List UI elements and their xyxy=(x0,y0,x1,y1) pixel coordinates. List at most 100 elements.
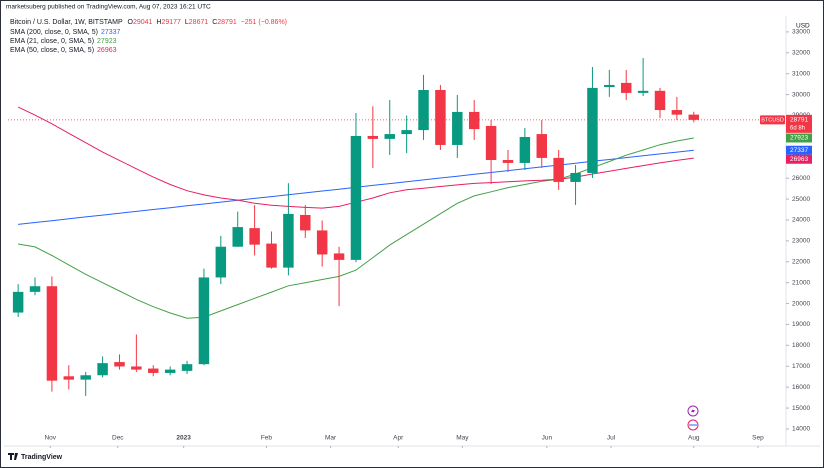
y-tick-label: 17000 xyxy=(792,363,810,370)
ohlc-label: O xyxy=(128,19,134,26)
y-tick-label: 26000 xyxy=(792,175,810,182)
indicator-tag-label: 26963 xyxy=(790,156,808,163)
candle-body xyxy=(283,213,294,268)
candle-body xyxy=(46,286,58,381)
indicator-tag-label: 27337 xyxy=(790,147,808,154)
indicator-tag-label: 27923 xyxy=(790,135,808,142)
x-tick-label: May xyxy=(456,435,469,442)
indicator-tag xyxy=(786,133,812,143)
candle-body xyxy=(316,230,328,255)
brand: TradingView xyxy=(8,453,63,461)
candle-body xyxy=(637,90,649,93)
indicator-line xyxy=(18,137,694,319)
y-tick-label: 21000 xyxy=(792,279,810,286)
candle-body xyxy=(198,277,210,365)
candle-body xyxy=(181,364,193,371)
x-tick-label: Dec xyxy=(112,435,124,442)
legend-value: 26963 xyxy=(97,47,117,54)
brand-logo xyxy=(8,453,18,460)
candle-body xyxy=(333,253,345,260)
ohlc-value: 29041 xyxy=(133,19,153,26)
candle-body xyxy=(502,160,514,163)
event-icon-glyph xyxy=(691,407,695,415)
candle-body xyxy=(300,214,311,231)
y-tick-label: 30000 xyxy=(792,91,810,98)
x-tick-label: 2023 xyxy=(176,435,191,442)
candle-body xyxy=(29,286,41,292)
change: −251 (−0.86%) xyxy=(241,19,287,26)
ohlc-label: H xyxy=(156,19,161,26)
x-tick-label: Aug xyxy=(688,435,700,442)
ohlc-value: 28671 xyxy=(189,19,209,26)
publisher: marketsuberg published on TradingView.co… xyxy=(6,4,211,11)
y-tick-label: 24000 xyxy=(792,217,810,224)
legend-name: SMA (200, close, 0, SMA, 5) xyxy=(10,29,98,36)
brand-name: TradingView xyxy=(21,454,63,461)
y-tick-label: 31000 xyxy=(792,70,810,77)
candle-body xyxy=(654,90,666,111)
legend-value: 27923 xyxy=(97,38,117,45)
x-tick-label: Jun xyxy=(542,435,553,442)
legend-entry: EMA (21, close, 0, SMA, 5) 27923 xyxy=(10,38,117,45)
candle-body xyxy=(148,368,159,373)
y-tick-label: 19000 xyxy=(792,321,810,328)
candle-body xyxy=(80,375,91,380)
lightning-icons xyxy=(687,405,699,431)
candle-body xyxy=(215,246,227,278)
ohlc-label: L xyxy=(185,19,189,26)
candle-body xyxy=(232,227,243,247)
candle-body xyxy=(384,134,395,139)
candle-body xyxy=(519,137,531,163)
symbol-tag xyxy=(760,115,785,125)
candle-body xyxy=(12,291,24,313)
x-tick-label: Jul xyxy=(607,435,616,442)
candle-body xyxy=(620,82,632,93)
price-tag xyxy=(786,114,812,133)
legend-entry: SMA (200, close, 0, SMA, 5) 27337 xyxy=(10,29,121,36)
y-tick-label: 18000 xyxy=(792,342,810,349)
candle-body xyxy=(435,89,446,145)
symbol-tag-label: BTCUSD xyxy=(761,117,784,123)
ohlc-value: 29177 xyxy=(161,19,181,26)
candle-body xyxy=(536,134,548,158)
ohlc-value: 28791 xyxy=(217,19,237,26)
candle-body xyxy=(97,363,108,376)
y-tick-label: 20000 xyxy=(792,300,810,307)
y-tick-label: 32000 xyxy=(792,50,810,57)
legend-name: EMA (50, close, 0, SMA, 5) xyxy=(10,47,94,54)
candle-body xyxy=(452,111,463,145)
y-tick-label: 23000 xyxy=(792,238,810,245)
indicator-tag xyxy=(786,154,812,164)
legend-value: 27337 xyxy=(101,29,121,36)
candle-body xyxy=(553,157,564,182)
legend-name: EMA (21, close, 0, SMA, 5) xyxy=(10,38,94,45)
legend-header: Bitcoin / U.S. Dollar, 1W, BITSTAMP O290… xyxy=(10,19,287,26)
symbol-title: Bitcoin / U.S. Dollar, 1W, BITSTAMP xyxy=(10,19,123,26)
indicator-tag xyxy=(786,145,812,155)
candle-body xyxy=(468,111,480,130)
price-tag-label: 28791 xyxy=(790,117,808,124)
candle-body xyxy=(671,110,683,115)
currency: USD xyxy=(796,23,810,30)
candle-body xyxy=(131,366,142,370)
countdown: 6d 8h xyxy=(790,125,805,131)
x-tick-label: Apr xyxy=(393,435,404,442)
y-tick-label: 16000 xyxy=(792,384,810,391)
x-tick-label: Feb xyxy=(261,435,273,442)
candle-body xyxy=(418,89,429,131)
x-tick-label: Sep xyxy=(752,435,764,442)
candle-body xyxy=(570,172,581,182)
y-tick-label: 15000 xyxy=(792,405,810,412)
candle-body xyxy=(249,228,260,245)
candle-body xyxy=(266,243,277,268)
y-tick-label: 22000 xyxy=(792,258,810,265)
y-tick-label: 14000 xyxy=(792,426,810,433)
candle-body xyxy=(350,135,362,260)
candle-body xyxy=(367,135,379,139)
candle-body xyxy=(485,125,497,161)
x-tick-label: Nov xyxy=(44,435,56,442)
y-tick-label: 33000 xyxy=(792,29,810,36)
y-tick-label: 25000 xyxy=(792,196,810,203)
